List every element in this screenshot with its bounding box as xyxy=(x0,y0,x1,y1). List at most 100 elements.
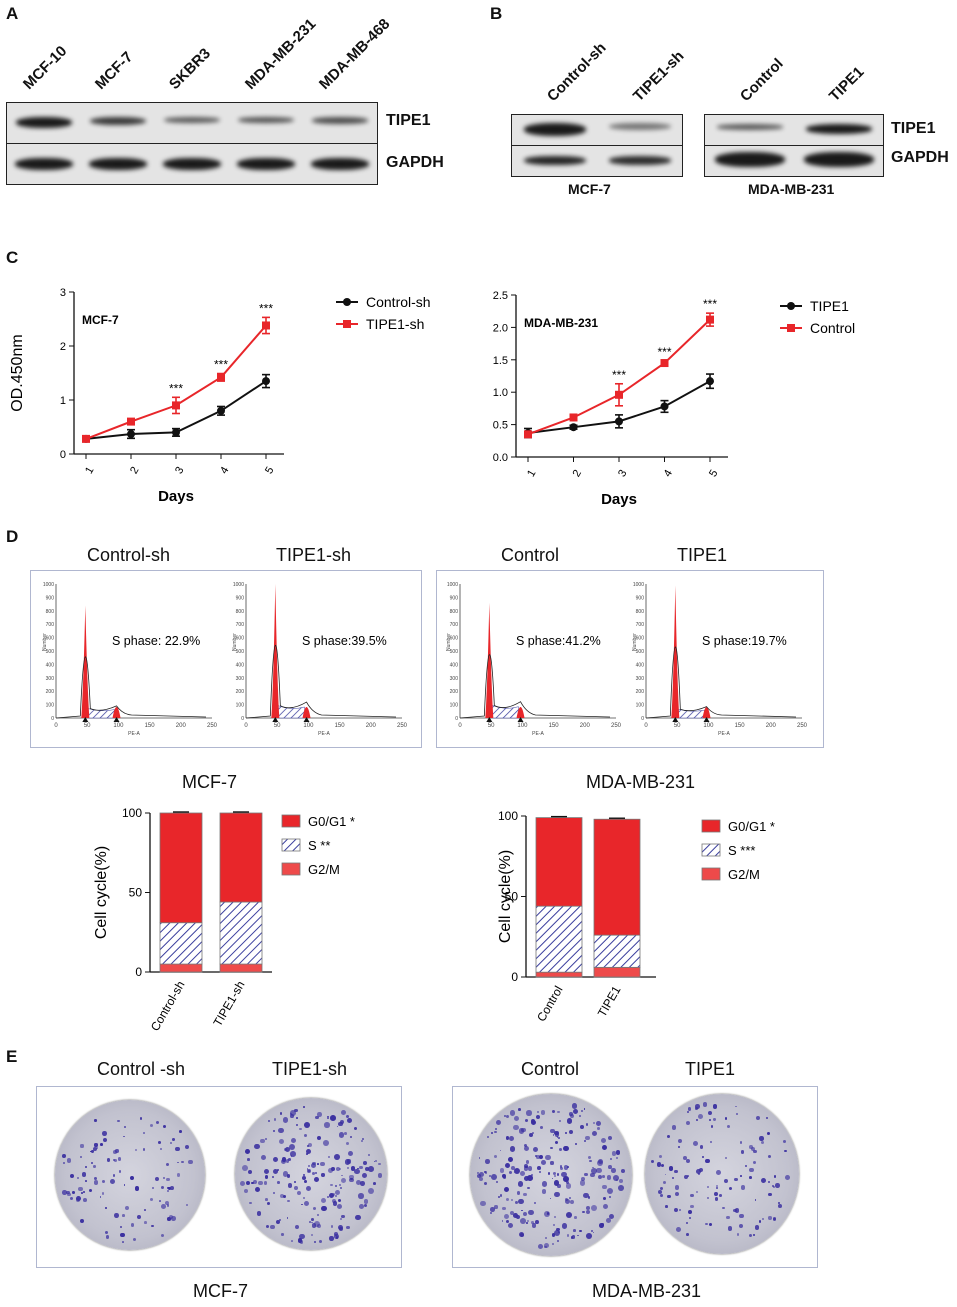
colony xyxy=(740,1175,742,1178)
hist-x-tick-label: 150 xyxy=(549,723,560,729)
colony xyxy=(124,1206,130,1211)
colony xyxy=(102,1131,107,1136)
colony xyxy=(549,1197,552,1200)
colony xyxy=(607,1188,614,1195)
data-point xyxy=(615,390,623,399)
colony xyxy=(261,1154,267,1160)
s-phase-label: S phase:19.7% xyxy=(702,634,787,648)
x-tick-label: TIPE1-sh xyxy=(210,979,247,1029)
colony xyxy=(346,1141,350,1146)
colony xyxy=(583,1140,586,1143)
colony xyxy=(695,1169,701,1175)
colony xyxy=(565,1183,571,1189)
colony xyxy=(500,1168,505,1173)
protein-label: GAPDH xyxy=(386,154,444,171)
colony xyxy=(524,1118,529,1123)
g1-marker xyxy=(486,717,493,722)
colony xyxy=(716,1185,719,1188)
colony xyxy=(304,1200,310,1207)
colony xyxy=(337,1225,343,1231)
colony xyxy=(330,1183,333,1186)
colony xyxy=(144,1209,146,1211)
x-tick-label: TIPE1 xyxy=(595,983,624,1019)
colony xyxy=(94,1119,97,1122)
colony xyxy=(129,1176,135,1181)
colony xyxy=(166,1162,170,1166)
data-point xyxy=(127,430,135,439)
colony xyxy=(710,1125,714,1128)
hist-y-tick-label: 900 xyxy=(636,595,645,601)
hist-y-tick-label: 800 xyxy=(46,609,55,615)
colony xyxy=(491,1173,498,1180)
colony xyxy=(580,1124,585,1129)
colony-dish xyxy=(645,1094,799,1254)
colony xyxy=(346,1166,349,1169)
colony xyxy=(339,1168,342,1171)
colony xyxy=(166,1203,170,1207)
legend-label: TIPE1-sh xyxy=(366,316,424,332)
colony xyxy=(716,1187,718,1189)
colony xyxy=(716,1170,722,1176)
colony xyxy=(524,1145,530,1151)
colony xyxy=(139,1117,142,1120)
colony xyxy=(608,1165,613,1169)
colony xyxy=(330,1224,334,1228)
colony xyxy=(355,1215,361,1221)
y-tick-label: 0 xyxy=(60,449,66,461)
hist-x-tick-label: 150 xyxy=(145,723,156,729)
hist-x-tick-label: 0 xyxy=(54,723,58,729)
colony xyxy=(538,1170,541,1173)
colony xyxy=(326,1195,330,1199)
colony xyxy=(326,1117,329,1120)
colony xyxy=(363,1199,368,1204)
colony xyxy=(89,1150,92,1153)
colony xyxy=(733,1208,738,1213)
colony xyxy=(265,1198,268,1201)
colony xyxy=(293,1186,298,1191)
colony xyxy=(356,1179,362,1185)
hist-x-label: PE-A xyxy=(318,731,330,737)
colony xyxy=(343,1132,347,1136)
colony xyxy=(286,1217,289,1219)
colony xyxy=(137,1215,142,1220)
colony xyxy=(533,1202,536,1205)
colony xyxy=(592,1122,595,1125)
protein-label: TIPE1 xyxy=(891,120,936,137)
colony xyxy=(526,1219,529,1222)
colony xyxy=(289,1113,292,1116)
legend-label: S *** xyxy=(728,843,755,858)
colony xyxy=(319,1239,323,1243)
colony xyxy=(353,1168,360,1175)
colony xyxy=(144,1221,147,1224)
colony xyxy=(541,1189,547,1194)
colony xyxy=(349,1178,354,1183)
colony xyxy=(525,1221,528,1224)
colony xyxy=(299,1240,304,1244)
legend-label: Control xyxy=(810,320,855,336)
colony xyxy=(263,1181,268,1185)
colony xyxy=(689,1216,692,1219)
colony xyxy=(80,1218,85,1224)
colony xyxy=(320,1161,325,1167)
colony xyxy=(69,1197,73,1201)
colony xyxy=(505,1197,509,1201)
colony xyxy=(290,1240,293,1242)
colony xyxy=(585,1123,589,1126)
significance-label: *** xyxy=(169,381,183,395)
colony xyxy=(585,1209,590,1214)
colony xyxy=(299,1127,302,1131)
colony xyxy=(526,1175,533,1181)
colony xyxy=(288,1183,293,1188)
colony xyxy=(759,1136,764,1141)
blot-band xyxy=(312,117,368,124)
colony xyxy=(263,1168,269,1174)
colony xyxy=(340,1217,343,1220)
hist-y-tick-label: 600 xyxy=(636,636,645,642)
colony xyxy=(565,1180,570,1184)
hist-y-tick-label: 0 xyxy=(241,716,244,722)
colony xyxy=(560,1167,564,1171)
colony xyxy=(611,1168,616,1173)
lane-label: SKBR3 xyxy=(165,45,214,93)
colony xyxy=(517,1191,521,1195)
hist-x-tick-label: 50 xyxy=(274,723,281,729)
